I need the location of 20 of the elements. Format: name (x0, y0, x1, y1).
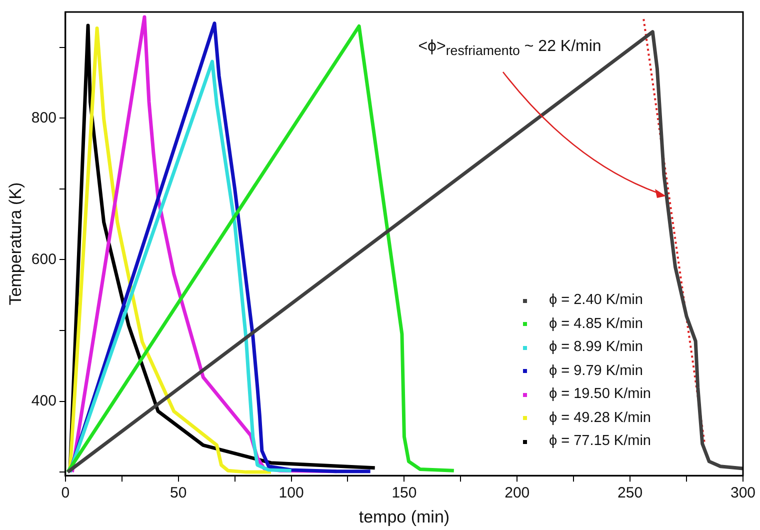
y-axis-title: Temperatura (K) (6, 182, 25, 306)
y-tick-label: 400 (31, 392, 56, 410)
annotation: <ϕ>$_{resfriamento}$ ~ 22 K/min (418, 38, 602, 58)
x-tick-label: 200 (504, 484, 530, 502)
x-tick-label: 150 (392, 484, 417, 502)
legend-label: ϕ = 77.15 K/min (548, 432, 651, 452)
x-axis-title: tempo (min) (358, 507, 450, 526)
legend-label: ϕ = 9.79 K/min (548, 362, 643, 381)
x-tick-label: 0 (61, 484, 70, 502)
x-tick-label: 100 (278, 484, 304, 502)
legend-label: ϕ = 49.28 K/min (548, 408, 651, 428)
x-tick-label: 300 (730, 484, 756, 502)
legend-label: ϕ = 2.40 K/min (548, 291, 643, 310)
x-tick-label: 250 (618, 484, 643, 502)
y-tick-label: 800 (31, 109, 56, 126)
legend-label: ϕ = 8.99 K/min (548, 338, 643, 358)
y-tick-label: 600 (31, 250, 56, 268)
legend-label: ϕ = 19.50 K/min (548, 385, 651, 404)
legend-label: ϕ = 4.85 K/min (548, 314, 643, 334)
x-tick-label: 50 (170, 484, 187, 502)
